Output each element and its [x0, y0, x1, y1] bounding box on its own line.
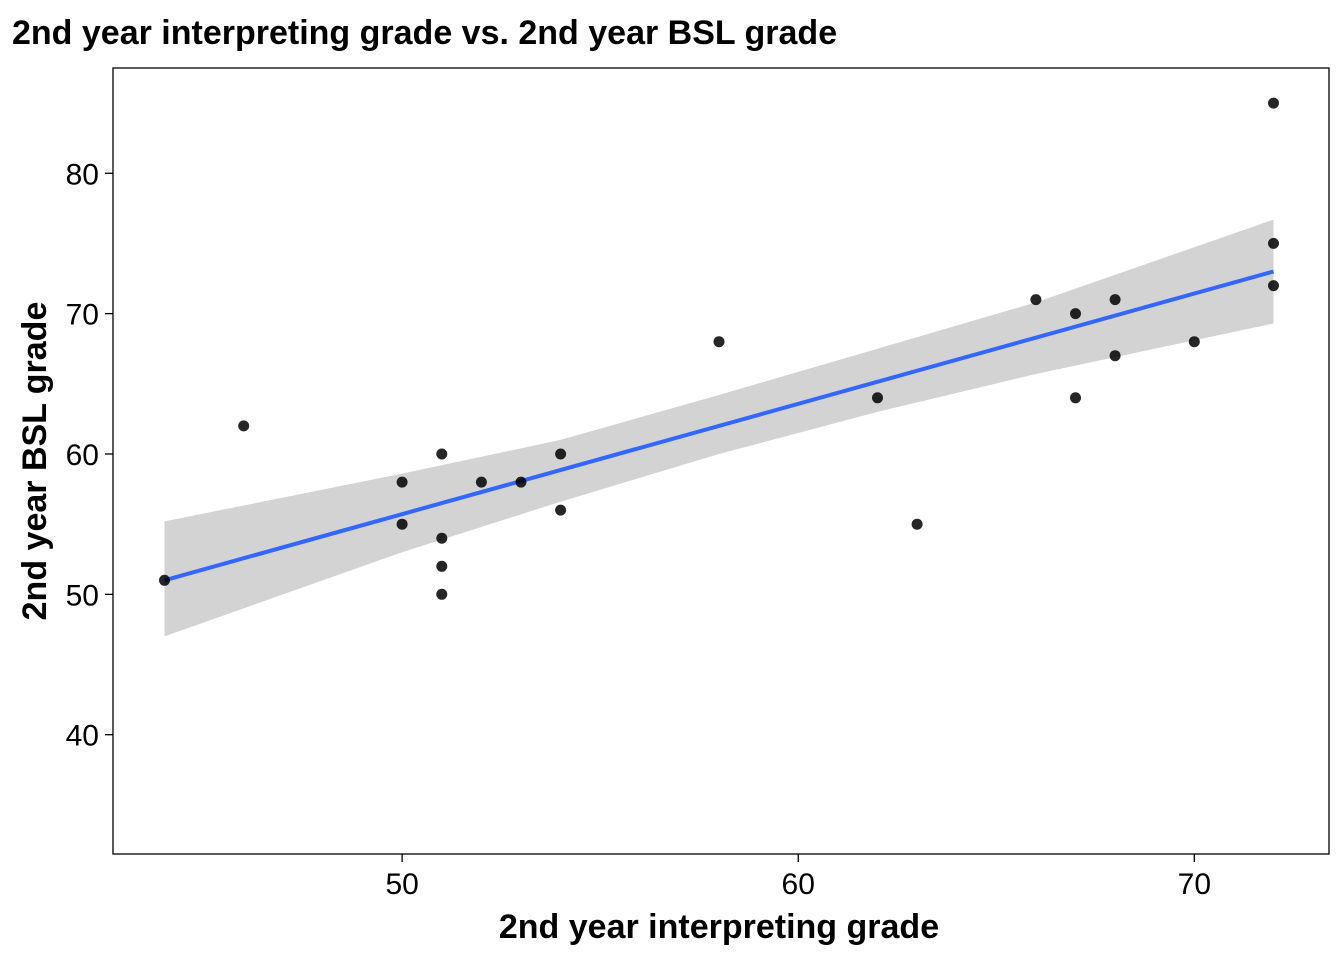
data-point [396, 476, 408, 488]
data-point [159, 574, 170, 586]
x-tick-label: 50 [385, 868, 418, 901]
data-point [475, 476, 487, 488]
x-tick-label: 70 [1178, 868, 1211, 901]
data-point [911, 518, 923, 530]
data-point [1268, 280, 1279, 292]
y-tick-label: 40 [66, 720, 99, 753]
data-point [1070, 308, 1081, 320]
x-axis-title: 2nd year interpreting grade [499, 908, 939, 946]
data-point [1268, 237, 1279, 249]
y-tick-label: 60 [66, 439, 99, 472]
y-tick-label: 80 [66, 158, 99, 191]
plot-panel-border [112, 67, 1330, 855]
data-point [436, 560, 448, 572]
data-point [238, 420, 250, 432]
data-point [436, 448, 448, 460]
data-point [555, 448, 567, 460]
data-point [515, 476, 527, 488]
data-point [436, 532, 448, 544]
data-point [1188, 336, 1200, 348]
chart-title: 2nd year interpreting grade vs. 2nd year… [12, 14, 837, 52]
y-axis: 40 50 60 70 80 [66, 158, 113, 753]
y-tick-label: 70 [66, 299, 99, 332]
y-axis-title: 2nd year BSL grade [16, 302, 54, 621]
data-points [159, 97, 1279, 600]
data-point [396, 518, 408, 530]
data-point [1109, 294, 1121, 306]
data-point [872, 392, 883, 404]
data-point [1030, 294, 1042, 306]
regression-line [163, 269, 1275, 583]
data-point [1070, 392, 1081, 404]
x-tick-label: 60 [782, 868, 815, 901]
data-point [436, 588, 448, 600]
y-tick-label: 50 [66, 579, 99, 612]
data-point [1109, 350, 1121, 362]
plot-area [112, 67, 1330, 855]
confidence-band [164, 219, 1274, 637]
x-axis: 50 60 70 [385, 854, 1211, 901]
data-point [713, 336, 725, 348]
data-point [555, 504, 567, 516]
data-point [1268, 97, 1279, 109]
